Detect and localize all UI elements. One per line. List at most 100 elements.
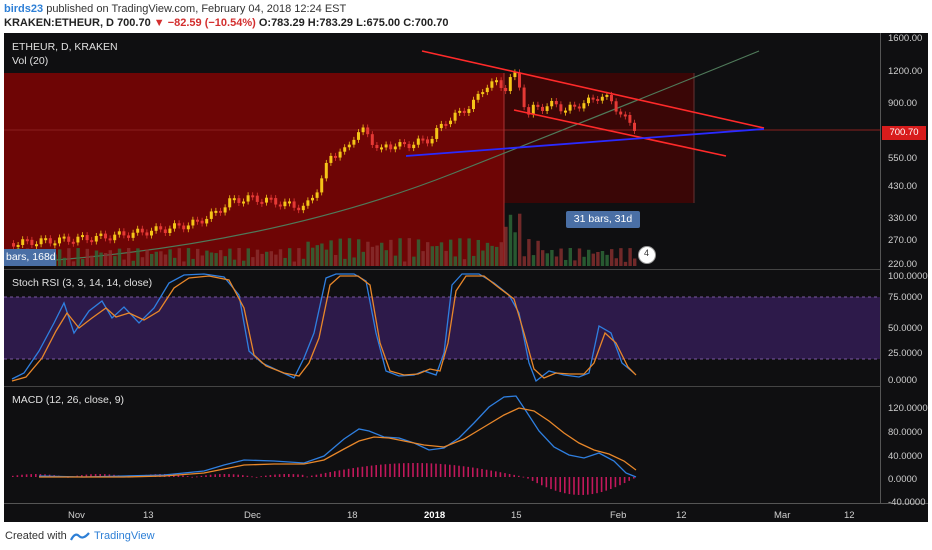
candle	[196, 219, 199, 222]
candle	[384, 144, 388, 148]
candle	[403, 142, 406, 145]
candle	[274, 198, 278, 205]
macd-histogram-bar	[301, 474, 304, 477]
volume-bar	[389, 239, 393, 266]
candle	[568, 104, 572, 111]
macd-histogram-bar	[453, 465, 456, 477]
candle	[435, 128, 439, 139]
macd-histogram-bar	[186, 476, 189, 477]
macd-histogram-bar	[329, 472, 331, 477]
volume-bar	[614, 258, 618, 266]
volume-bar	[352, 257, 356, 266]
price-tick: 270.00	[888, 235, 918, 246]
candles	[12, 69, 636, 250]
volume-bar	[467, 238, 471, 266]
macd-histogram-bar	[545, 477, 548, 488]
candle	[412, 144, 416, 149]
left-range-badge: bars, 168d	[4, 249, 56, 266]
candle	[278, 204, 282, 207]
price-axis[interactable]	[880, 33, 929, 503]
macd-histogram-bar	[232, 474, 235, 477]
macd-histogram-bar	[315, 474, 318, 477]
price-pane-title: ETHEUR, D, KRAKEN	[12, 41, 118, 53]
candle	[541, 106, 544, 111]
macd-histogram-bar	[541, 477, 543, 486]
macd-histogram-bar	[242, 475, 244, 477]
events-count: 4	[644, 248, 650, 258]
resistance-line	[421, 50, 765, 129]
candle	[182, 225, 186, 230]
price-tick: 220.00	[888, 259, 918, 270]
volume-bar	[513, 232, 517, 266]
macd-histogram-bar	[389, 463, 391, 477]
volume-bar	[223, 256, 227, 266]
chart-area[interactable]: 1600.00 1200.00 900.00 700.70 550.00 430…	[4, 33, 928, 522]
volume-bar	[177, 248, 181, 266]
time-axis-border	[4, 503, 928, 504]
macd-histogram-bar	[407, 463, 410, 477]
macd-histogram-bar	[619, 477, 621, 486]
candle	[444, 123, 448, 126]
candle	[370, 134, 374, 145]
volume-bar	[462, 259, 467, 266]
macd-histogram-bar	[522, 476, 525, 478]
volume-bar	[94, 250, 99, 266]
volume-bar	[329, 240, 333, 266]
candle	[16, 244, 20, 247]
candle	[39, 238, 43, 245]
macd-histogram-bar	[343, 469, 345, 477]
candle	[550, 100, 554, 107]
author-link[interactable]: birds23	[4, 3, 44, 15]
volume-bar	[435, 246, 439, 266]
time-tick: Mar	[774, 510, 791, 521]
volume-bar	[334, 254, 338, 266]
macd-histogram-bar	[462, 466, 465, 477]
macd-histogram-bar	[196, 476, 198, 478]
volume-bar	[76, 248, 80, 266]
candle	[292, 201, 296, 208]
macd-histogram-bar	[21, 474, 23, 477]
candle	[504, 87, 508, 92]
volume-bar	[633, 258, 637, 266]
macd-histogram-bar	[12, 475, 14, 477]
volume-bar	[481, 250, 485, 266]
macd-histogram-bar	[430, 463, 433, 477]
macd-histogram-bar	[573, 477, 575, 495]
volume-bar	[403, 261, 407, 266]
volume-bar	[600, 250, 605, 266]
candle	[136, 228, 140, 233]
candle	[48, 238, 52, 244]
tradingview-link[interactable]: TradingView	[94, 530, 155, 542]
macd-histogram-bar	[518, 475, 520, 477]
volume-bar	[246, 248, 250, 266]
macd-tick: 120.0000	[888, 403, 928, 414]
volume-bar	[324, 249, 329, 266]
candle	[633, 122, 636, 131]
volume-bar	[292, 261, 296, 266]
volume-bar	[545, 253, 549, 266]
stoch-tick: 100.0000	[888, 271, 928, 282]
macd-histogram-bar	[582, 477, 584, 495]
candle	[380, 147, 383, 150]
volume-bar	[370, 246, 375, 266]
events-icon[interactable]: 4	[638, 246, 656, 264]
volume-bar	[398, 238, 402, 266]
macd-histogram-bar	[564, 477, 566, 494]
volume-bar	[407, 238, 411, 266]
volume-bar	[582, 256, 586, 266]
candle	[150, 230, 153, 236]
volume-bar	[104, 252, 108, 266]
candle	[265, 197, 268, 203]
candle	[173, 223, 176, 229]
volume-bar	[573, 260, 577, 266]
macd-histogram-bar	[444, 464, 446, 477]
macd-histogram-bar	[536, 477, 538, 484]
stoch-tick: 50.0000	[888, 323, 923, 334]
candle	[421, 138, 425, 141]
volume-bar	[108, 250, 112, 266]
volume-bar	[485, 242, 490, 266]
macd-histogram-bar	[366, 466, 368, 477]
volume-bar	[90, 255, 94, 266]
volume-bar	[71, 261, 76, 266]
candle	[99, 233, 103, 236]
